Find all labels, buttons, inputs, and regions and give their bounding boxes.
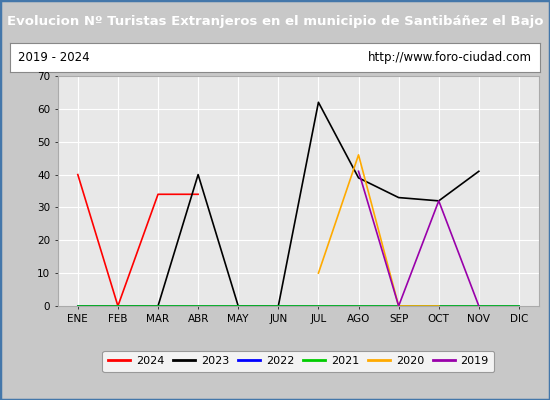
2019 [395, 304, 402, 308]
2020 [315, 271, 322, 276]
2021 [74, 304, 81, 308]
2024 [195, 192, 201, 197]
2023 [114, 304, 121, 308]
2023 [155, 304, 161, 308]
2023 [235, 304, 241, 308]
2023 [436, 198, 442, 203]
Legend: 2024, 2023, 2022, 2021, 2020, 2019: 2024, 2023, 2022, 2021, 2020, 2019 [102, 351, 494, 372]
2022 [275, 304, 282, 308]
2022 [114, 304, 121, 308]
2021 [275, 304, 282, 308]
Line: 2023: 2023 [78, 102, 479, 306]
2020 [395, 304, 402, 308]
2024 [114, 304, 121, 308]
2021 [476, 304, 482, 308]
2022 [74, 304, 81, 308]
2023 [395, 195, 402, 200]
2021 [355, 304, 362, 308]
2023 [275, 304, 282, 308]
2019 [436, 198, 442, 203]
2021 [235, 304, 241, 308]
2024 [74, 172, 81, 177]
2019 [355, 169, 362, 174]
2021 [516, 304, 522, 308]
Line: 2019: 2019 [359, 171, 479, 306]
2022 [436, 304, 442, 308]
2021 [436, 304, 442, 308]
2022 [315, 304, 322, 308]
Text: Evolucion Nº Turistas Extranjeros en el municipio de Santibáñez el Bajo: Evolucion Nº Turistas Extranjeros en el … [7, 14, 543, 28]
2021 [114, 304, 121, 308]
2023 [74, 304, 81, 308]
2020 [436, 304, 442, 308]
2022 [195, 304, 201, 308]
Line: 2020: 2020 [318, 155, 439, 306]
2023 [355, 176, 362, 180]
2022 [516, 304, 522, 308]
2021 [155, 304, 161, 308]
2023 [476, 169, 482, 174]
Line: 2024: 2024 [78, 174, 198, 306]
2024 [155, 192, 161, 197]
2022 [476, 304, 482, 308]
2021 [395, 304, 402, 308]
2020 [355, 152, 362, 157]
2022 [395, 304, 402, 308]
2022 [355, 304, 362, 308]
Text: 2019 - 2024: 2019 - 2024 [18, 51, 90, 64]
2023 [315, 100, 322, 105]
2023 [195, 172, 201, 177]
2022 [155, 304, 161, 308]
Text: http://www.foro-ciudad.com: http://www.foro-ciudad.com [368, 51, 532, 64]
2021 [315, 304, 322, 308]
2019 [476, 304, 482, 308]
2022 [235, 304, 241, 308]
2021 [195, 304, 201, 308]
